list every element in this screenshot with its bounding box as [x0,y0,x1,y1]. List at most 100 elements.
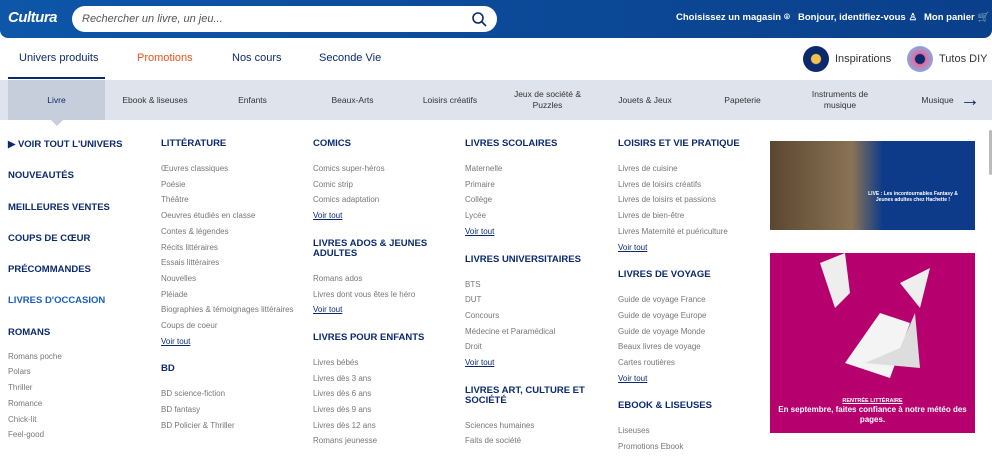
list-item[interactable]: Faits de société [465,436,522,446]
list-item[interactable]: BD Policier & Thriller [161,420,235,430]
search-input[interactable]: Rechercher un livre, un jeu... [72,6,497,32]
list-item[interactable]: DUT [465,295,482,305]
list-item[interactable]: Poésie [161,179,186,189]
list-item[interactable]: Médecine et Paramédical [465,326,556,336]
list-item[interactable]: Polars [8,367,31,377]
list-item[interactable]: Récits littéraires [161,242,218,252]
category-papeterie[interactable]: Papeterie [724,94,761,105]
list-item[interactable]: Livres Maternité et puériculture [618,226,728,236]
list-item[interactable]: Livres de bien-être [618,211,685,221]
list-item[interactable]: Sciences humaines [465,420,535,430]
list-item[interactable]: Livres dès 9 ans [313,405,372,415]
list-item[interactable]: Primaire [465,179,495,189]
list-item[interactable]: Comic strip [313,179,354,189]
list-item[interactable]: Livres dès 12 ans [313,420,376,430]
category-ebook[interactable]: Ebook & liseuses [122,94,188,105]
list-item[interactable]: Chick-lit [8,414,37,424]
group-heading[interactable]: LIVRES ART, CULTURE ET SOCIÉTÉ [465,384,585,406]
group-heading[interactable]: LOISIRS ET VIE PRATIQUE [618,138,740,149]
account-link[interactable]: Bonjour, identifiez-vous ♙ [798,12,917,23]
list-item[interactable]: Lycée [465,211,487,221]
list-item[interactable]: BTS [465,279,481,289]
link-precommandes[interactable]: PRÉCOMMANDES [8,264,91,276]
promo-banner-hachette[interactable]: LIVE : Les incontournables Fantasy & Jeu… [770,141,975,230]
list-item[interactable]: Contes & légendes [161,226,229,236]
group-heading[interactable]: EBOOK & LISEUSES [618,400,712,412]
list-item[interactable]: Oeuvres étudiés en classe [161,211,256,221]
list-item[interactable]: Promotions Ebook [618,442,684,452]
list-item[interactable]: Œuvres classiques [161,164,229,173]
list-item[interactable]: Concours [465,310,500,320]
inspirations-link[interactable]: Inspirations [803,46,891,72]
list-item[interactable]: Livres dont vous êtes le héro [313,289,416,299]
category-instruments[interactable]: Instruments de musique [811,89,869,110]
group-heading[interactable]: LIVRES UNIVERSITAIRES [465,253,581,265]
voir-tout-link[interactable]: Voir tout [618,373,648,383]
group-heading[interactable]: LITTÉRATURE [161,138,227,149]
list-item[interactable]: Romance [8,398,43,408]
list-item[interactable]: Feel-good [8,430,45,440]
category-livre[interactable]: Livre [8,80,105,120]
list-item[interactable]: Cartes routières [618,358,675,368]
group-heading[interactable]: COMICS [313,138,351,149]
group-heading[interactable]: LIVRES ADOS & JEUNES ADULTES [313,237,428,259]
list-item[interactable]: BD science-fiction [161,389,226,399]
list-item[interactable]: Livres de loisirs créatifs [618,179,702,189]
list-item[interactable]: Liseuses [618,426,650,436]
link-meilleures-ventes[interactable]: MEILLEURES VENTES [8,201,110,213]
arrow-right-icon[interactable]: → [960,88,980,111]
voir-tout-link[interactable]: Voir tout [465,358,495,368]
list-item[interactable]: Livres dès 6 ans [313,389,372,399]
link-nouveautes[interactable]: NOUVEAUTÉS [8,170,74,182]
link-coups-de-coeur[interactable]: COUPS DE CŒUR [8,232,91,244]
list-item[interactable]: Livres de cuisine [618,164,678,173]
list-item[interactable]: Maternelle [465,164,503,173]
list-item[interactable]: Pléiade [161,289,188,299]
group-heading[interactable]: LIVRES DE VOYAGE [618,269,711,281]
list-item[interactable]: Guide de voyage Monde [618,326,706,336]
category-jeux-societe[interactable]: Jeux de société & Puzzles [513,89,582,110]
list-item[interactable]: Droit [465,342,482,352]
list-item[interactable]: Collège [465,195,493,205]
group-heading[interactable]: LIVRES SCOLAIRES [465,138,558,149]
voir-tout-link[interactable]: Voir tout [161,336,191,346]
cart-link[interactable]: Mon panier 🛒 [924,12,990,23]
list-item[interactable]: Comics adaptation [313,195,380,205]
group-heading[interactable]: BD [161,363,175,375]
list-item[interactable]: Nouvelles [161,273,197,283]
store-selector[interactable]: Choisissez un magasin ⌾ [676,12,790,23]
link-livres-occasion[interactable]: LIVRES D'OCCASION [8,295,106,307]
list-item[interactable]: Thriller [8,383,33,393]
tab-nos-cours[interactable]: Nos cours [232,52,282,64]
voir-tout-link[interactable]: Voir tout [313,305,343,315]
list-item[interactable]: Coups de coeur [161,320,218,330]
list-item[interactable]: Romans poche [8,351,62,361]
category-jouets[interactable]: Jouets & Jeux [618,94,672,105]
category-enfants[interactable]: Enfants [238,94,267,105]
cultura-logo[interactable]: Cultura [8,9,58,26]
tab-promotions[interactable]: Promotions [137,52,193,64]
category-musique[interactable]: Musique [921,94,954,105]
list-item[interactable]: Romans ados [313,273,363,283]
list-item[interactable]: Livres de loisirs et passions [618,195,716,205]
list-item[interactable]: Théâtre [161,195,189,205]
voir-tout-link[interactable]: Voir tout [618,242,648,252]
voir-tout-link[interactable]: Voir tout [313,211,343,221]
category-loisirs-creatifs[interactable]: Loisirs créatifs [422,94,478,105]
list-item[interactable]: BD fantasy [161,404,201,414]
list-item[interactable]: Beaux livres de voyage [618,342,701,352]
group-heading[interactable]: LIVRES POUR ENFANTS [313,331,425,343]
tab-seconde-vie[interactable]: Seconde Vie [319,52,382,64]
search-icon[interactable] [471,11,487,27]
link-voir-tout-univers[interactable]: ▶ VOIR TOUT L'UNIVERS [8,139,123,150]
list-item[interactable]: Comics super-héros [313,164,385,173]
tutos-link[interactable]: Tutos DIY [907,46,988,72]
list-item[interactable]: Guide de voyage Europe [618,310,707,320]
list-item[interactable]: Guide de voyage France [618,295,706,305]
promo-banner-rentree[interactable]: RENTRÉE LITTÉRAIRE En septembre, faites … [770,253,975,433]
tab-univers-produits[interactable]: Univers produits [19,52,99,64]
list-item[interactable]: Romans jeunesse [313,436,378,446]
category-beaux-arts[interactable]: Beaux-Arts [331,94,374,105]
voir-tout-link[interactable]: Voir tout [465,226,495,236]
list-item[interactable]: Livres bébés [313,357,359,367]
